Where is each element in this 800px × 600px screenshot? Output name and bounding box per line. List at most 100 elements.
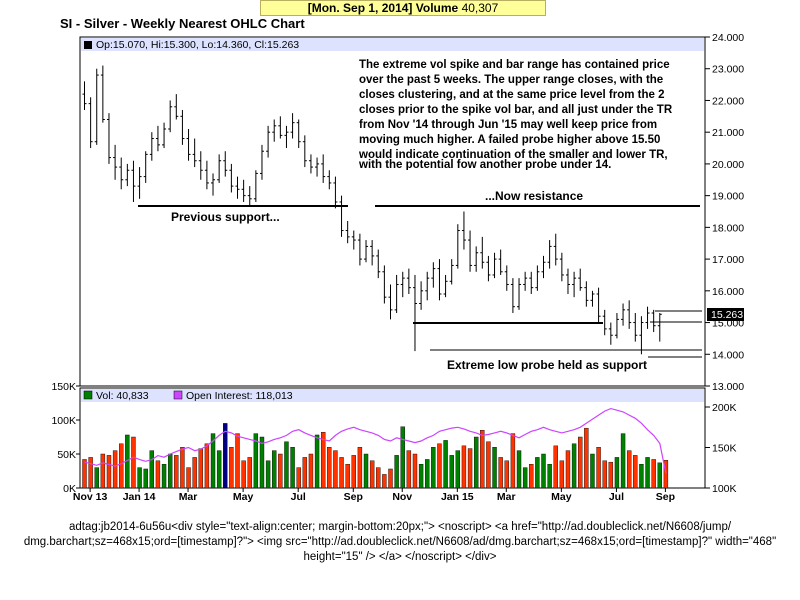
- ohlc-bar: [168, 100, 173, 133]
- ohlc-bar: [106, 113, 111, 164]
- ohlc-bar: [388, 284, 393, 320]
- ohlc-bar: [480, 236, 485, 269]
- ohlc-bar: [553, 233, 558, 266]
- ohlc-bar: [351, 230, 356, 250]
- price-bars: [82, 65, 662, 355]
- x-tick-label: May: [551, 491, 572, 503]
- x-tick-label: Jan 15: [441, 491, 474, 503]
- volume-bar: [290, 447, 295, 489]
- volume-bar: [651, 459, 656, 489]
- volume-legend-bar: [81, 389, 704, 402]
- volume-bar: [210, 433, 216, 489]
- volume-bar: [596, 447, 601, 489]
- ohlc-bar: [400, 271, 405, 298]
- annotation-line: from Nov '14 through Jun '15 may well ke…: [359, 119, 657, 131]
- ohlc-bar: [192, 138, 197, 168]
- ohlc-bar: [272, 119, 277, 142]
- ohlc-legend-icon: [84, 41, 92, 49]
- ohlc-bar: [468, 230, 473, 272]
- x-tick-label: Sep: [656, 491, 675, 503]
- ohlc-bar: [308, 154, 313, 174]
- volume-bar: [498, 457, 503, 489]
- footer-line: adtag:jb2014-6u56u<div style="text-align…: [68, 521, 732, 533]
- volume-bar: [131, 436, 136, 489]
- ohlc-bar: [523, 271, 528, 291]
- ohlc-bar: [461, 211, 466, 250]
- ohlc-bar: [406, 268, 411, 294]
- ohlc-bar: [100, 65, 105, 123]
- x-tick-label: Jul: [609, 491, 624, 503]
- ohlc-bar: [198, 151, 203, 180]
- volume-bar: [106, 455, 112, 489]
- volume-bar: [541, 453, 546, 489]
- volume-bar: [639, 464, 644, 489]
- ohlc-bar: [131, 160, 136, 202]
- volume-bar: [449, 455, 454, 489]
- ohlc-bar: [186, 129, 191, 161]
- volume-bar: [278, 453, 283, 489]
- ohlc-legend-bar: [81, 38, 704, 51]
- open-interest-line: [84, 407, 667, 474]
- ohlc-bar: [578, 268, 583, 291]
- volume-bar: [247, 457, 252, 489]
- volume-bar: [149, 450, 155, 489]
- ad-tag-footer: adtag:jb2014-6u56u<div style="text-align…: [0, 520, 800, 565]
- volume-bar: [492, 447, 497, 489]
- oi-legend-icon: [173, 390, 183, 400]
- volume-bar: [137, 467, 142, 489]
- date-label: [Mon. Sep 1, 2014]: [307, 1, 413, 15]
- ohlc-bar: [241, 179, 246, 202]
- volume-bar: [590, 453, 595, 489]
- ohlc-bar: [498, 249, 503, 275]
- annotation-line: moving much higher. A failed probe highe…: [359, 134, 660, 146]
- x-tick-label: May: [233, 491, 254, 503]
- volume-bar: [553, 445, 558, 489]
- ohlc-bar: [290, 113, 295, 139]
- volume-bar: [143, 468, 148, 489]
- volume-bar: [473, 436, 479, 489]
- volume-bar: [645, 457, 650, 489]
- ohlc-bar: [376, 249, 381, 279]
- ohlc-bar: [82, 81, 87, 110]
- ohlc-bar: [510, 278, 515, 314]
- last-price-badge: [707, 308, 744, 321]
- ohlc-bar: [149, 132, 154, 161]
- oi-legend-text: Open Interest: 118,013: [186, 390, 293, 402]
- volume-bar: [418, 464, 424, 489]
- ohlc-bar: [455, 224, 460, 269]
- ohlc-bar: [633, 313, 638, 342]
- ohlc-bar: [645, 306, 650, 329]
- ohlc-bar: [364, 240, 369, 263]
- volume-bar: [657, 462, 662, 489]
- ohlc-bar: [517, 278, 522, 310]
- previous-support-label: Previous support...: [171, 210, 280, 224]
- ohlc-bar: [247, 186, 252, 206]
- volume-bar: [345, 464, 350, 489]
- volume-bar: [412, 453, 418, 489]
- volume-tick-label: 0K: [63, 483, 76, 495]
- oi-tick-label: 200K: [712, 402, 737, 414]
- x-tick-label: Jul: [291, 491, 306, 503]
- ohlc-bar: [639, 316, 644, 355]
- volume-bar: [119, 443, 124, 489]
- ohlc-bar: [529, 271, 534, 294]
- ohlc-bar: [382, 265, 387, 304]
- volume-bar: [388, 468, 393, 489]
- chart-title: SI - Silver - Weekly Nearest OHLC Chart: [60, 16, 305, 31]
- ohlc-bar: [223, 151, 228, 177]
- volume-bar: [235, 433, 240, 489]
- annotation-text: The extreme vol spike and bar range has …: [358, 59, 673, 171]
- footer-line: dmg.barchart;sz=468x15;ord=[timestamp]?"…: [23, 536, 777, 548]
- footer-line: height="15" /> </a> </noscript> </div>: [303, 551, 497, 563]
- volume-bar: [174, 455, 179, 489]
- volume-bar: [155, 460, 161, 489]
- ohlc-bar: [449, 259, 454, 285]
- ohlc-bar: [504, 265, 509, 291]
- x-tick-label: Sep: [344, 491, 363, 503]
- ohlc-bar: [419, 281, 424, 310]
- price-tick-label: 23.000: [712, 64, 744, 76]
- volume-bar: [394, 455, 399, 489]
- ohlc-bar: [162, 122, 167, 149]
- ohlc-bar: [486, 255, 491, 282]
- ohlc-bar: [296, 119, 301, 149]
